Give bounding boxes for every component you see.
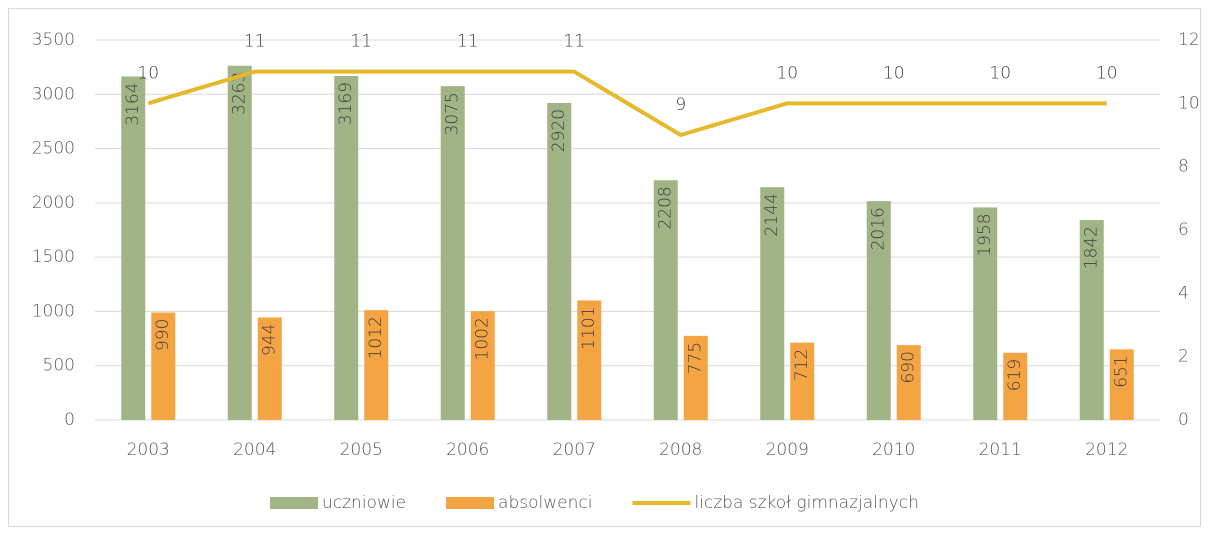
y-tick-label: 0	[64, 410, 75, 430]
bar-value-label: 2016	[869, 207, 889, 250]
bar	[151, 312, 176, 420]
y-tick-label: 500	[43, 356, 75, 376]
y2-tick-label: 6	[1178, 220, 1189, 240]
y2-tick-label: 8	[1178, 157, 1189, 177]
bar	[364, 310, 389, 420]
y-tick-label: 3000	[32, 84, 75, 104]
bar	[1079, 220, 1104, 420]
x-tick-label: 2011	[979, 440, 1022, 460]
bar-value-label: 1002	[473, 317, 493, 360]
bar	[121, 76, 146, 420]
bar-value-label: 712	[792, 349, 812, 381]
bar	[760, 187, 785, 420]
chart-border	[8, 8, 1201, 527]
bar-value-label: 990	[153, 319, 173, 351]
bar-value-label: 1958	[975, 213, 995, 256]
y2-tick-label: 2	[1178, 347, 1189, 367]
bar-value-label: 944	[260, 324, 280, 356]
bar	[790, 342, 815, 420]
y2-tick-label: 0	[1178, 410, 1189, 430]
bar-value-label: 690	[899, 351, 919, 383]
x-tick-label: 2012	[1085, 440, 1128, 460]
x-tick-label: 2009	[766, 440, 809, 460]
line-value-label: 10	[776, 63, 798, 83]
y2-tick-label: 4	[1178, 283, 1189, 303]
bar-value-label: 1842	[1082, 226, 1102, 269]
bar-value-label: 651	[1112, 355, 1132, 387]
bar-value-label: 3075	[443, 92, 463, 135]
bar-value-label: 3169	[336, 82, 356, 125]
x-tick-label: 2008	[659, 440, 702, 460]
y-tick-label: 1000	[32, 301, 75, 321]
bar	[257, 317, 282, 420]
bar	[1109, 349, 1134, 420]
y2-tick-label: 10	[1178, 93, 1200, 113]
bar-value-label: 1101	[579, 306, 599, 349]
bar-value-label: 619	[1005, 359, 1025, 391]
bar-value-label: 2144	[762, 193, 782, 236]
bar	[547, 102, 572, 420]
y2-tick-label: 12	[1178, 30, 1200, 50]
bar-value-label: 3263	[230, 72, 250, 115]
line-value-label: 11	[350, 32, 372, 52]
y-tick-label: 1500	[32, 247, 75, 267]
legend-label: absolwenci	[498, 493, 592, 513]
bar	[1003, 352, 1028, 420]
x-tick-label: 2004	[233, 440, 276, 460]
bar	[896, 345, 921, 420]
line-value-label: 11	[563, 32, 585, 52]
line-value-label: 10	[883, 63, 905, 83]
bar-value-label: 2920	[549, 109, 569, 152]
x-tick-label: 2006	[446, 440, 489, 460]
bar	[227, 65, 252, 420]
bar-value-label: 775	[686, 342, 706, 374]
bar-value-label: 3164	[123, 82, 143, 125]
bar	[973, 207, 998, 420]
bar	[653, 180, 678, 420]
line-value-label: 10	[1096, 63, 1118, 83]
x-tick-label: 2005	[340, 440, 383, 460]
legend-swatch	[270, 497, 318, 509]
line-value-label: 10	[989, 63, 1011, 83]
y-tick-label: 3500	[32, 30, 75, 50]
legend-swatch	[446, 497, 495, 509]
y-tick-label: 2000	[32, 193, 75, 213]
bar-value-label: 1012	[366, 316, 386, 359]
bar	[577, 300, 602, 420]
bar	[683, 335, 708, 420]
x-tick-label: 2007	[553, 440, 596, 460]
line-series	[147, 69, 1107, 137]
line-value-label: 11	[457, 32, 479, 52]
line-value-label: 9	[675, 95, 686, 115]
y-tick-label: 2500	[32, 139, 75, 159]
legend-label: uczniowie	[322, 493, 406, 513]
bar	[866, 201, 891, 420]
x-tick-label: 2010	[872, 440, 915, 460]
x-tick-label: 2003	[127, 440, 170, 460]
line-value-label: 10	[137, 63, 159, 83]
bar	[334, 75, 359, 421]
legend-label: liczba szkoł gimnazjalnych	[694, 493, 918, 513]
line-value-label: 11	[244, 32, 266, 52]
bar	[440, 86, 465, 421]
bar-value-label: 2208	[656, 186, 676, 229]
bar	[470, 311, 495, 420]
